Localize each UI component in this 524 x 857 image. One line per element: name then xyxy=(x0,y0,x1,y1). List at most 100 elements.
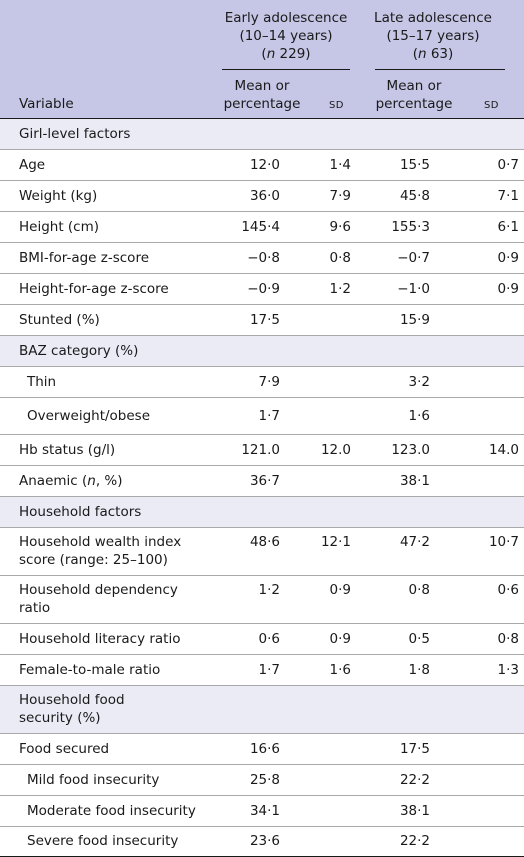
section-row: BAZ category (%) xyxy=(0,336,524,367)
early-mean-cell: 23·6 xyxy=(249,833,280,849)
row-label: Household dependency ratio xyxy=(19,582,178,616)
row-label: Female-to-male ratio xyxy=(19,662,161,678)
early-adolescence-header: Early adolescence (10–14 years) (n 229) xyxy=(221,9,351,63)
early-sd-cell: 0·9 xyxy=(329,582,351,598)
row-label: Mild food insecurity xyxy=(27,772,160,788)
table-row: Height (cm) 145·4 9·6 155·3 6·1 xyxy=(0,212,524,243)
late-sd-cell: 0·6 xyxy=(497,582,519,598)
late-group-rule xyxy=(375,69,505,70)
early-sd-cell: 7·9 xyxy=(329,188,351,204)
late-mean-cell: 38·1 xyxy=(399,473,430,489)
early-sd-cell: 0·8 xyxy=(329,250,351,266)
late-age-range: (15–17 years) xyxy=(386,28,480,44)
early-sd-cell: 1·6 xyxy=(329,662,351,678)
late-mean-cell: 3·2 xyxy=(408,374,430,390)
table-header: Early adolescence (10–14 years) (n 229) … xyxy=(0,0,524,119)
late-sd-cell: 1·3 xyxy=(497,662,519,678)
section-row: Household factors xyxy=(0,497,524,528)
early-mean-cell: 1·2 xyxy=(258,582,280,598)
late-sd-cell: 10·7 xyxy=(488,534,519,550)
late-adolescence-header: Late adolescence (15–17 years) (n 63) xyxy=(368,9,498,63)
row-label: Moderate food insecurity xyxy=(27,803,196,819)
table-row: Food secured 16·6 17·5 xyxy=(0,734,524,765)
early-mean-cell: 0·6 xyxy=(258,631,280,647)
table-row: Age 12·0 1·4 15·5 0·7 xyxy=(0,150,524,181)
row-label: Anaemic (n, %) xyxy=(19,473,123,489)
section-row: Household food security (%) xyxy=(0,686,524,734)
late-sd-cell: 0·7 xyxy=(497,157,519,173)
late-mean-cell: 15·9 xyxy=(399,312,430,328)
table-row: Mild food insecurity 25·8 22·2 xyxy=(0,765,524,796)
early-sd-cell: 0·9 xyxy=(329,631,351,647)
table-row: Anaemic (n, %) 36·7 38·1 xyxy=(0,466,524,497)
early-mean-cell: 7·9 xyxy=(258,374,280,390)
row-label: Age xyxy=(19,157,46,173)
late-mean-cell: 22·2 xyxy=(399,833,430,849)
late-sd-cell: 7·1 xyxy=(497,188,519,204)
late-mean-cell: 38·1 xyxy=(399,803,430,819)
row-label: Girl-level factors xyxy=(19,126,131,142)
table-row: Household wealth index score (range: 25–… xyxy=(0,528,524,576)
early-sd-cell: 12.0 xyxy=(320,442,351,458)
row-label: BMI-for-age z-score xyxy=(19,250,150,266)
early-mean-cell: 121.0 xyxy=(241,442,280,458)
early-mean-cell: 1·7 xyxy=(258,408,280,424)
early-sd-cell: 12·1 xyxy=(320,534,351,550)
table-row: Moderate food insecurity 34·1 38·1 xyxy=(0,796,524,827)
row-label: Thin xyxy=(27,374,57,390)
early-mean-cell: 34·1 xyxy=(249,803,280,819)
row-label: BAZ category (%) xyxy=(19,343,139,359)
late-group-title: Late adolescence xyxy=(374,10,492,26)
late-mean-header: Mean or percentage xyxy=(375,78,453,112)
late-mean-cell: 155·3 xyxy=(391,219,430,235)
table-row: BMI-for-age z-score −0·8 0·8 −0·7 0·9 xyxy=(0,243,524,274)
early-sd-header: SD xyxy=(328,100,344,111)
late-mean-cell: 45·8 xyxy=(399,188,430,204)
row-label: Hb status (g/l) xyxy=(19,442,116,458)
table-row: Severe food insecurity 23·6 22·2 xyxy=(0,827,524,857)
early-mean-cell: 36·0 xyxy=(249,188,280,204)
late-mean-cell: −0·7 xyxy=(397,250,430,266)
row-label: Weight (kg) xyxy=(19,188,98,204)
late-sd-cell: 0·9 xyxy=(497,250,519,266)
late-mean-cell: 47·2 xyxy=(399,534,430,550)
table-row: Weight (kg) 36·0 7·9 45·8 7·1 xyxy=(0,181,524,212)
late-mean-cell: 17·5 xyxy=(399,741,430,757)
row-label: Height (cm) xyxy=(19,219,100,235)
late-mean-cell: 0·5 xyxy=(408,631,430,647)
early-mean-cell: 48·6 xyxy=(249,534,280,550)
row-label: Household food security (%) xyxy=(19,692,125,726)
late-mean-cell: 1·6 xyxy=(408,408,430,424)
early-mean-cell: −0·8 xyxy=(247,250,280,266)
table-row: Hb status (g/l) 121.0 12.0 123.0 14.0 xyxy=(0,435,524,466)
early-group-title: Early adolescence xyxy=(224,10,348,26)
row-label: Household factors xyxy=(19,504,142,520)
early-mean-cell: 25·8 xyxy=(249,772,280,788)
row-label: Household wealth index score (range: 25–… xyxy=(19,534,182,568)
late-mean-cell: 15·5 xyxy=(399,157,430,173)
row-label: Overweight/obese xyxy=(27,408,151,424)
early-mean-cell: 17·5 xyxy=(249,312,280,328)
table-row: Household literacy ratio 0·6 0·9 0·5 0·8 xyxy=(0,624,524,655)
early-age-range: (10–14 years) xyxy=(239,28,333,44)
row-label: Height-for-age z-score xyxy=(19,281,169,297)
late-mean-cell: 1·8 xyxy=(408,662,430,678)
late-sd-cell: 0·8 xyxy=(497,631,519,647)
late-sd-cell: 14.0 xyxy=(488,442,519,458)
early-mean-cell: −0·9 xyxy=(247,281,280,297)
row-label: Household literacy ratio xyxy=(19,631,181,647)
late-sample-size: (n 63) xyxy=(412,46,454,62)
row-label: Food secured xyxy=(19,741,110,757)
table-row: Height-for-age z-score −0·9 1·2 −1·0 0·9 xyxy=(0,274,524,305)
early-sd-cell: 9·6 xyxy=(329,219,351,235)
early-mean-cell: 145·4 xyxy=(241,219,280,235)
early-mean-header: Mean or percentage xyxy=(223,78,301,112)
late-mean-cell: −1·0 xyxy=(397,281,430,297)
table-row: Household dependency ratio 1·2 0·9 0·8 0… xyxy=(0,576,524,624)
early-mean-cell: 1·7 xyxy=(258,662,280,678)
early-sample-size: (n 229) xyxy=(261,46,311,62)
table-row: Stunted (%) 17·5 15·9 xyxy=(0,305,524,336)
late-mean-cell: 22·2 xyxy=(399,772,430,788)
early-sd-cell: 1·4 xyxy=(329,157,351,173)
